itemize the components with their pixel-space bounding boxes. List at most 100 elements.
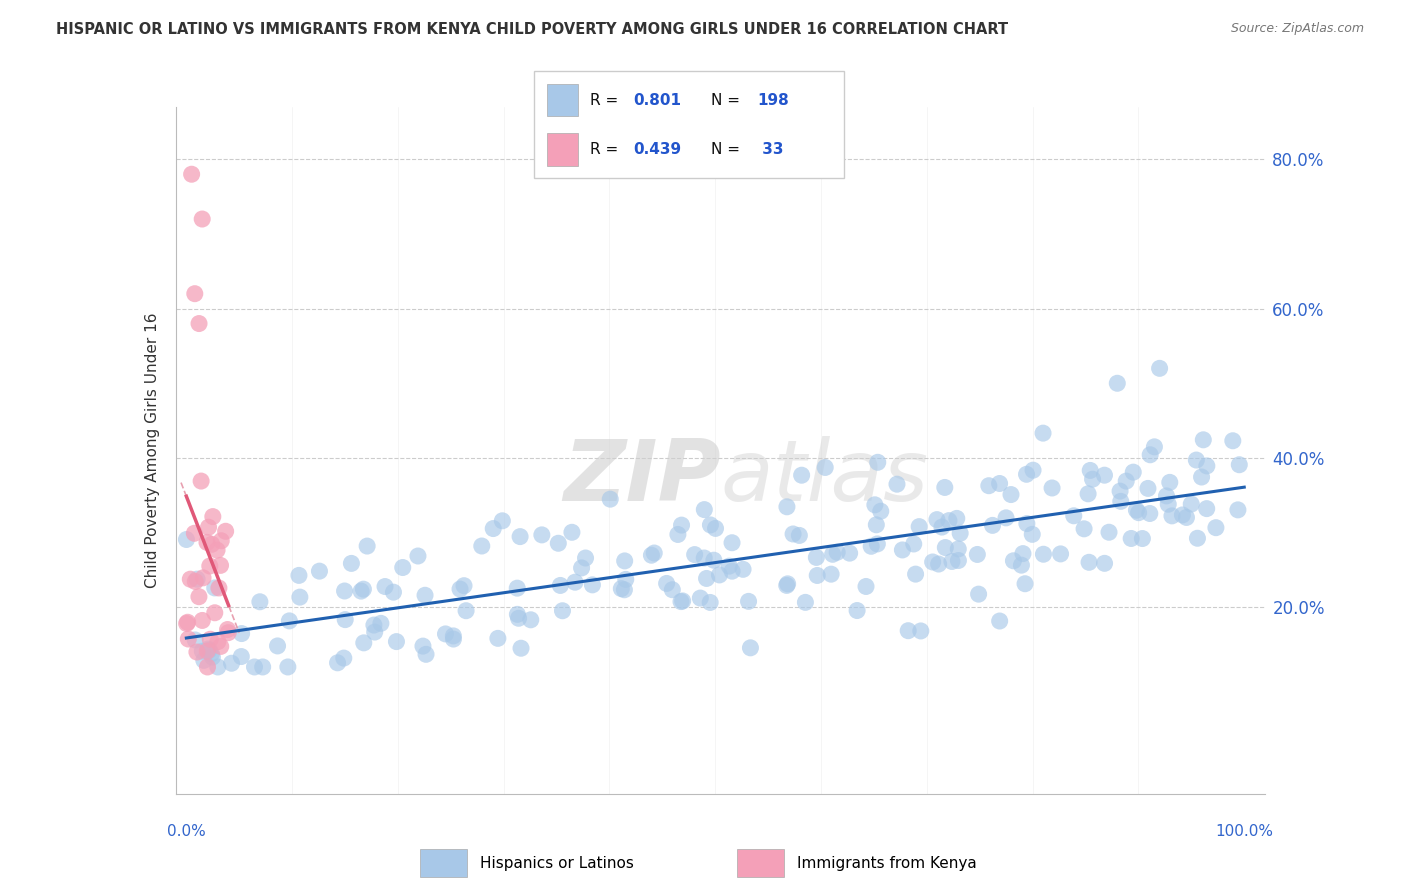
Point	[928, 557, 950, 571]
Point	[966, 548, 988, 562]
Point	[806, 568, 828, 582]
Point	[1195, 458, 1218, 473]
Point	[356, 539, 378, 553]
Point	[1139, 448, 1161, 462]
Point	[177, 632, 200, 646]
Point	[564, 575, 586, 590]
Point	[308, 564, 330, 578]
Point	[252, 660, 274, 674]
Point	[209, 558, 232, 573]
Point	[204, 581, 226, 595]
Point	[1115, 474, 1137, 488]
Text: 0.801: 0.801	[633, 93, 682, 108]
Point	[1032, 426, 1054, 441]
Text: R =: R =	[591, 142, 623, 157]
Point	[693, 502, 716, 516]
Point	[666, 527, 689, 541]
Point	[866, 537, 889, 551]
Point	[941, 554, 963, 568]
Point	[860, 539, 883, 553]
Point	[1015, 516, 1038, 531]
Point	[326, 656, 349, 670]
Point	[486, 632, 509, 646]
FancyBboxPatch shape	[737, 849, 785, 877]
Point	[1159, 475, 1181, 490]
FancyBboxPatch shape	[419, 849, 467, 877]
Point	[669, 594, 692, 608]
Point	[1077, 487, 1099, 501]
Point	[1010, 558, 1032, 573]
Point	[179, 572, 201, 586]
Point	[1187, 531, 1209, 545]
Point	[1226, 503, 1249, 517]
Point	[471, 539, 494, 553]
Text: HISPANIC OR LATINO VS IMMIGRANTS FROM KENYA CHILD POVERTY AMONG GIRLS UNDER 16 C: HISPANIC OR LATINO VS IMMIGRANTS FROM KE…	[56, 22, 1008, 37]
Point	[718, 559, 741, 574]
Point	[1109, 494, 1132, 508]
Point	[838, 546, 860, 560]
Point	[1078, 463, 1101, 477]
Point	[520, 613, 543, 627]
Point	[643, 546, 665, 560]
Point	[737, 594, 759, 608]
Point	[454, 604, 477, 618]
Point	[335, 613, 357, 627]
Text: R =: R =	[591, 93, 623, 108]
Point	[1185, 453, 1208, 467]
Point	[934, 480, 956, 494]
Text: Hispanics or Latinos: Hispanics or Latinos	[481, 855, 634, 871]
Point	[193, 653, 215, 667]
Text: 100.0%: 100.0%	[1215, 823, 1274, 838]
Point	[1014, 576, 1036, 591]
Point	[415, 648, 437, 662]
Text: 33: 33	[756, 142, 783, 157]
Point	[1000, 487, 1022, 501]
Point	[661, 582, 683, 597]
Point	[197, 642, 219, 657]
Point	[176, 616, 198, 631]
Point	[1032, 547, 1054, 561]
Point	[217, 623, 239, 637]
Point	[571, 561, 593, 575]
Point	[1081, 472, 1104, 486]
FancyBboxPatch shape	[547, 84, 578, 116]
Point	[613, 554, 636, 568]
Text: Immigrants from Kenya: Immigrants from Kenya	[797, 855, 977, 871]
Text: N =: N =	[710, 142, 744, 157]
Point	[1227, 458, 1250, 472]
Point	[794, 595, 817, 609]
Point	[508, 611, 530, 625]
Point	[891, 543, 914, 558]
Point	[689, 591, 711, 605]
Point	[814, 460, 837, 475]
Point	[825, 545, 848, 559]
Point	[721, 564, 744, 578]
Point	[1139, 507, 1161, 521]
Point	[201, 650, 224, 665]
Point	[1049, 547, 1071, 561]
Point	[740, 640, 762, 655]
Point	[1012, 547, 1035, 561]
Point	[1132, 532, 1154, 546]
Point	[209, 640, 232, 654]
Point	[1022, 463, 1045, 477]
Point	[1125, 503, 1147, 517]
Point	[865, 517, 887, 532]
Point	[709, 568, 731, 582]
Point	[1149, 361, 1171, 376]
Point	[391, 560, 413, 574]
Point	[820, 567, 842, 582]
Text: N =: N =	[710, 93, 744, 108]
Point	[413, 588, 436, 602]
Point	[231, 626, 253, 640]
Point	[509, 530, 531, 544]
Point	[782, 527, 804, 541]
Point	[363, 618, 385, 632]
Point	[176, 615, 198, 630]
Point	[184, 574, 207, 589]
Text: ZIP: ZIP	[562, 436, 721, 519]
Point	[406, 549, 429, 563]
Point	[547, 536, 569, 550]
Point	[207, 660, 229, 674]
Point	[1073, 522, 1095, 536]
